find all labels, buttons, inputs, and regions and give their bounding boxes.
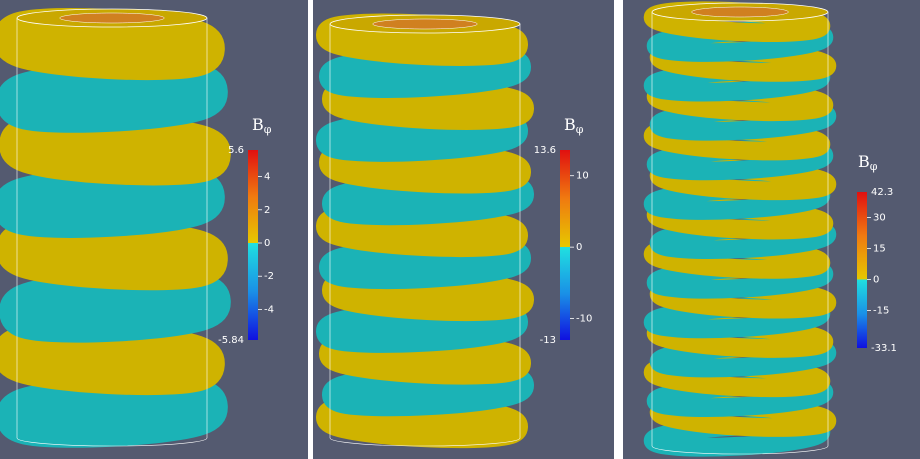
field-band xyxy=(0,218,228,291)
colorbar xyxy=(560,150,570,340)
field-band xyxy=(0,270,231,343)
colorbar-tick-label: -15 xyxy=(873,306,889,317)
cylinder-bottom xyxy=(651,445,829,455)
title-symbol: B xyxy=(564,115,576,134)
colorbar xyxy=(857,192,867,348)
colorbar-tick-label: 15 xyxy=(873,243,886,254)
colorbar-tick-label: 30 xyxy=(873,212,886,223)
title-symbol: B xyxy=(858,152,870,171)
field-band xyxy=(0,113,231,186)
colorbar-title: Bφ xyxy=(858,152,878,174)
title-subscript: φ xyxy=(576,123,584,136)
title-subscript: φ xyxy=(870,160,878,173)
field-band xyxy=(0,375,228,448)
colorbar-max: 13.6 xyxy=(534,145,556,156)
field-band xyxy=(0,165,225,238)
colorbar-tick-label: 4 xyxy=(264,172,270,183)
title-symbol: B xyxy=(252,115,264,134)
colorbar-tick-label: 0 xyxy=(576,242,582,253)
colorbar-tick-label: -10 xyxy=(576,314,592,325)
cylinder-bottom xyxy=(329,437,521,447)
colorbar-title: Bφ xyxy=(252,115,272,137)
colorbar-tick-label: -2 xyxy=(264,271,274,282)
cylinder-bottom xyxy=(16,437,208,447)
field-band xyxy=(0,8,225,81)
colorbar-title: Bφ xyxy=(564,115,584,137)
colorbar-max: 42.3 xyxy=(871,187,893,198)
colorbar-tick-label: 10 xyxy=(576,171,589,182)
colorbar-tick-label: 0 xyxy=(873,275,879,286)
field-band xyxy=(0,323,225,396)
colorbar-min: -13 xyxy=(540,335,556,346)
colorbar-tick-label: 0 xyxy=(264,238,270,249)
colorbar-max: 5.6 xyxy=(228,145,244,156)
colorbar-min: -33.1 xyxy=(871,343,897,354)
cylinder-top-inner xyxy=(372,18,478,30)
cylinder-top-inner xyxy=(691,6,789,18)
colorbar-tick-label: 2 xyxy=(264,205,270,216)
field-band xyxy=(0,60,228,133)
colorbar-min: -5.84 xyxy=(218,335,244,346)
title-subscript: φ xyxy=(264,123,272,136)
cylinder-top-inner xyxy=(59,12,165,24)
colorbar-tick-label: -4 xyxy=(264,304,274,315)
colorbar xyxy=(248,150,258,340)
